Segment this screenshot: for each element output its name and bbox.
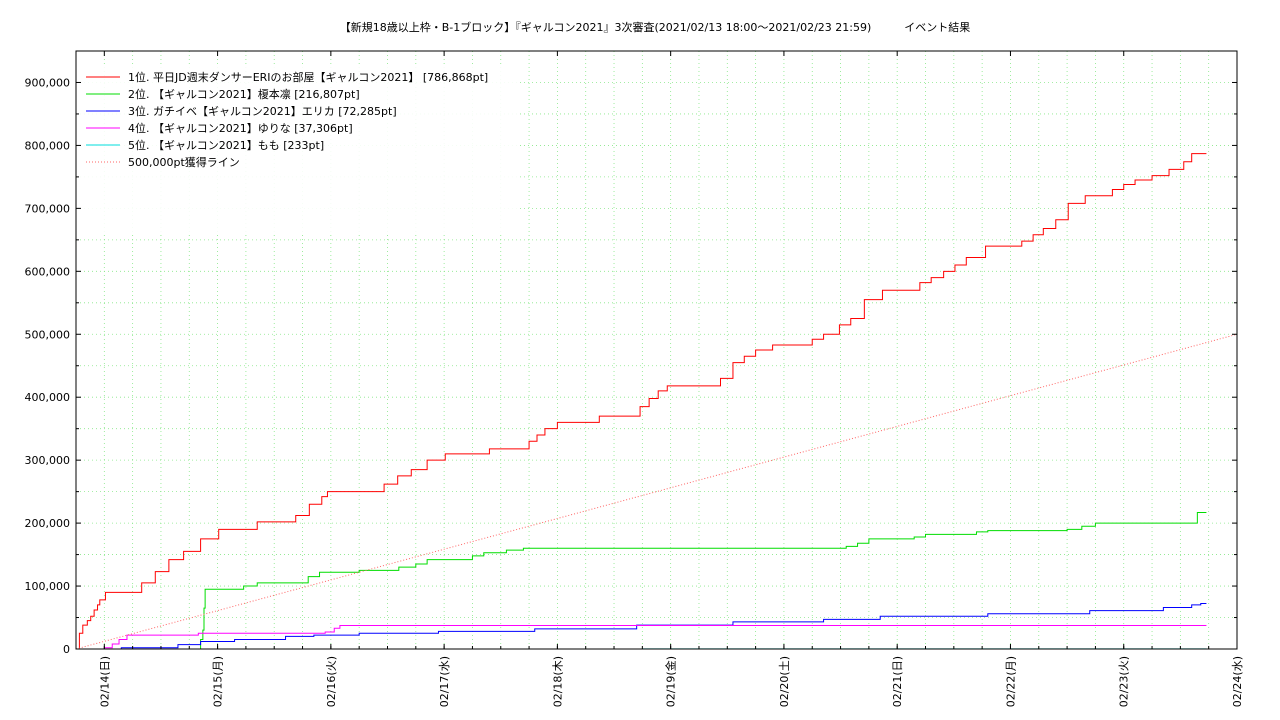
y-tick-label: 0 — [63, 643, 70, 656]
x-tick-label: 02/24(水) — [1231, 656, 1244, 707]
legend-background — [80, 64, 520, 234]
plot-frame — [75, 50, 1238, 650]
chart-title: 【新規18歳以上枠・B-1ブロック】『ギャルコン2021』3次審査(2021/0… — [339, 21, 971, 34]
axes: 0 100,000 200,000 300,000 400,000 500,000 600,… — [25, 51, 1244, 707]
series-line-1 — [76, 153, 1207, 650]
x-tick-label: 02/17(水) — [438, 656, 451, 707]
series-line-2 — [76, 512, 1207, 650]
grid-lines — [76, 51, 1237, 649]
legend-label-6: 500,000pt獲得ライン — [128, 156, 240, 169]
x-tick-label: 02/22(月) — [1004, 656, 1017, 707]
x-tick-label: 02/18(木) — [551, 656, 564, 707]
legend-label-2: 2位. 【ギャルコン2021】榎本凛 [216,807pt] — [128, 87, 360, 101]
y-tick-label: 500,000 — [25, 328, 71, 341]
y-tick-label: 300,000 — [25, 454, 71, 467]
legend-label-4: 4位. 【ギャルコン2021】ゆりな [37,306pt] — [128, 121, 353, 135]
legend-label-3: 3位. ガチイベ【ギャルコン2021】エリカ [72,285pt] — [128, 104, 397, 118]
y-tick-label: 400,000 — [25, 391, 71, 404]
x-tick-label: 02/21(日) — [891, 656, 904, 707]
legend-label-5: 5位. 【ギャルコン2021】もも [233pt] — [128, 138, 324, 152]
x-tick-label: 02/15(月) — [212, 656, 225, 707]
x-tick-label: 02/20(土) — [778, 656, 791, 707]
y-tick-label: 100,000 — [25, 580, 71, 593]
series-line-3 — [76, 602, 1207, 650]
legend-label-1: 1位. 平日JD週末ダンサーERIのお部屋【ギャルコン2021】 [786,86… — [128, 70, 488, 84]
x-tick-label: 02/19(金) — [664, 656, 678, 707]
x-tick-label: 02/14(日) — [98, 656, 111, 707]
x-tick-label: 02/16(火) — [325, 656, 338, 707]
y-tick-label: 800,000 — [25, 139, 71, 152]
y-tick-label: 700,000 — [25, 202, 71, 215]
series-line-6 — [75, 333, 1238, 650]
y-tick-label: 600,000 — [25, 265, 71, 278]
y-tick-label: 200,000 — [25, 517, 71, 530]
x-tick-label: 02/23(火) — [1118, 656, 1131, 707]
series-line-4 — [76, 625, 1207, 650]
legend: 1位. 平日JD週末ダンサーERIのお部屋【ギャルコン2021】 [786,86… — [86, 70, 488, 169]
y-tick-label: 900,000 — [25, 76, 71, 89]
